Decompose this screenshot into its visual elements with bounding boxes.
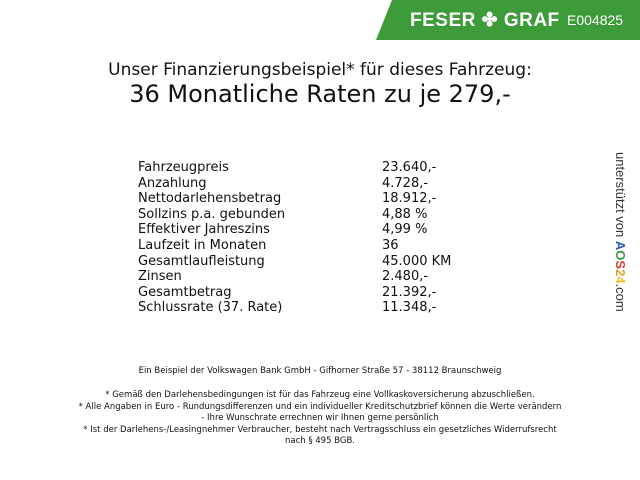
row-value: 2.480,-: [382, 269, 429, 285]
aos-letter: A: [613, 240, 628, 251]
aos-letter: 4: [613, 276, 628, 284]
row-value: 21.392,-: [382, 284, 437, 300]
row-value: 45.000 KM: [382, 253, 452, 269]
row-label: Nettodarlehensbetrag: [138, 191, 282, 207]
finance-row: Schlussrate (37. Rate) 11.348,-: [138, 300, 451, 316]
row-value: 11.348,-: [382, 300, 437, 316]
aos-letter: S: [613, 260, 628, 270]
sponsor-suffix: .com: [613, 283, 628, 312]
finance-row: Zinsen 2.480,-: [138, 269, 451, 285]
brand-logo: FESER ✤ GRAF: [410, 10, 560, 31]
row-label: Laufzeit in Monaten: [138, 237, 267, 253]
finance-row: Nettodarlehensbetrag 18.912,-: [138, 191, 451, 207]
row-label: Anzahlung: [138, 175, 207, 191]
row-label: Sollzins p.a. gebunden: [138, 206, 286, 222]
footnote-2b: - Ihre Wunschrate errechnen wir Ihnen ge…: [201, 413, 439, 423]
row-label: Schlussrate (37. Rate): [138, 300, 283, 316]
finance-row: Effektiver Jahreszins 4,99 %: [138, 222, 451, 238]
aos24-logo: AOS24: [613, 241, 628, 284]
sponsor-prefix: unterstützt von: [613, 152, 628, 238]
row-label: Fahrzeugpreis: [138, 160, 229, 175]
row-value: 23.640,-: [382, 160, 437, 175]
row-value: 4,88 %: [382, 206, 428, 222]
row-value: 36: [382, 237, 399, 253]
row-label: Gesamtbetrag: [138, 284, 232, 300]
finance-row: Gesamtlaufleistung 45.000 KM: [138, 254, 451, 270]
sponsor-note: unterstützt von AOS24.com: [613, 152, 628, 312]
finance-row: Sollzins p.a. gebunden 4,88 %: [138, 207, 451, 223]
page-subtitle: Unser Finanzierungsbeispiel* für dieses …: [108, 60, 532, 80]
row-value: 18.912,-: [382, 191, 437, 207]
row-value: 4.728,-: [382, 175, 429, 191]
row-label: Effektiver Jahreszins: [138, 222, 270, 238]
finance-row: Gesamtbetrag 21.392,-: [138, 285, 451, 301]
page-title: 36 Monatliche Raten zu je 279,-: [129, 80, 511, 108]
row-label: Gesamtlaufleistung: [138, 253, 265, 269]
header-banner: [376, 0, 640, 40]
footnote-2a: * Alle Angaben in Euro - Rundungsdiffere…: [78, 402, 562, 412]
row-label: Zinsen: [138, 269, 182, 285]
footnote-1: * Gemäß den Darlehensbedingungen ist für…: [105, 390, 535, 400]
footnote-3b: nach § 495 BGB.: [284, 436, 356, 446]
aos-letter: O: [613, 250, 628, 261]
finance-row: Laufzeit in Monaten 36: [138, 238, 451, 254]
vehicle-code: E004825: [567, 12, 624, 28]
finance-row: Anzahlung 4.728,-: [138, 176, 451, 192]
row-value: 4,99 %: [382, 222, 428, 238]
finance-table: Fahrzeugpreis 23.640,- Anzahlung 4.728,- Net…: [138, 160, 451, 316]
finance-row: Fahrzeugpreis 23.640,-: [138, 160, 451, 176]
bank-info: Ein Beispiel der Volkswagen Bank GmbH - …: [138, 366, 502, 376]
footnote-3a: * Ist der Darlehens-/Leasingnehmer Verbr…: [83, 425, 557, 435]
